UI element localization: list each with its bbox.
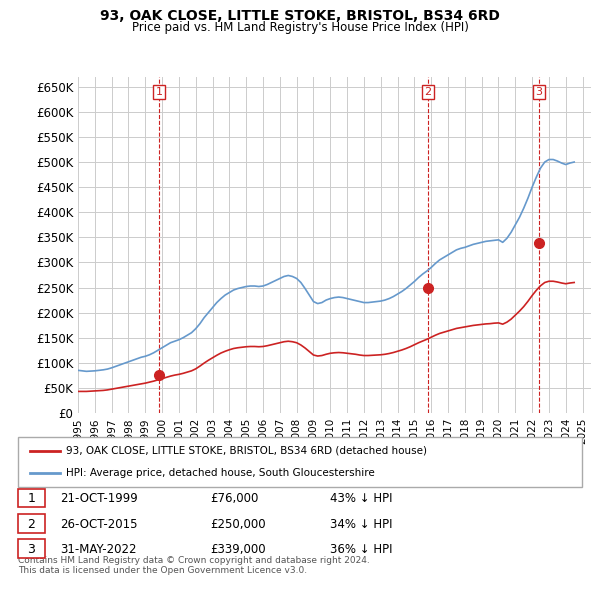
Text: £339,000: £339,000 [210,543,266,556]
Text: Price paid vs. HM Land Registry's House Price Index (HPI): Price paid vs. HM Land Registry's House … [131,21,469,34]
Text: £250,000: £250,000 [210,517,266,531]
Text: 3: 3 [536,87,542,97]
Text: 1: 1 [28,492,35,506]
Text: 21-OCT-1999: 21-OCT-1999 [60,492,138,506]
Text: 43% ↓ HPI: 43% ↓ HPI [330,492,392,506]
Text: 2: 2 [425,87,431,97]
Text: £76,000: £76,000 [210,492,259,506]
Text: Contains HM Land Registry data © Crown copyright and database right 2024.
This d: Contains HM Land Registry data © Crown c… [18,556,370,575]
Text: 93, OAK CLOSE, LITTLE STOKE, BRISTOL, BS34 6RD (detached house): 93, OAK CLOSE, LITTLE STOKE, BRISTOL, BS… [66,445,427,455]
Text: 36% ↓ HPI: 36% ↓ HPI [330,543,392,556]
Text: 93, OAK CLOSE, LITTLE STOKE, BRISTOL, BS34 6RD: 93, OAK CLOSE, LITTLE STOKE, BRISTOL, BS… [100,9,500,23]
Text: 2: 2 [28,517,35,531]
Text: 1: 1 [155,87,163,97]
Text: 3: 3 [28,543,35,556]
Text: 31-MAY-2022: 31-MAY-2022 [60,543,137,556]
Text: 26-OCT-2015: 26-OCT-2015 [60,517,137,531]
Text: 34% ↓ HPI: 34% ↓ HPI [330,517,392,531]
Text: HPI: Average price, detached house, South Gloucestershire: HPI: Average price, detached house, Sout… [66,468,375,478]
